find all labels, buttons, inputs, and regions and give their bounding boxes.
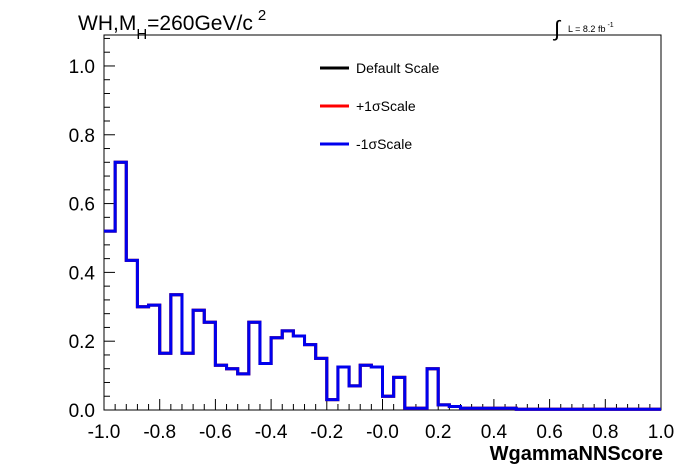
title-prefix: WH,M [78, 12, 136, 35]
legend: Default Scale +1σScale -1σScale [320, 60, 439, 152]
x-tick-label: -1.0 [88, 422, 121, 443]
lumi-text: L = 8.2 fb [568, 24, 605, 34]
legend-label: +1σScale [356, 98, 416, 114]
y-tick-label: 0.2 [69, 332, 95, 353]
title-superscript: 2 [258, 7, 266, 24]
legend-label: Default Scale [356, 60, 439, 76]
x-tick-label: 0.2 [425, 422, 451, 443]
title-subscript: H [136, 26, 147, 43]
chart-title: WH,MH=260GeV/c 2 [78, 7, 266, 43]
x-tick-label: 0.6 [536, 422, 562, 443]
x-axis: -1.0 -0.8 -0.6 -0.4 -0.2 -0.0 0.2 0.4 0.6 0.8 1.0 [88, 399, 674, 443]
y-tick-label: 0.0 [69, 401, 95, 422]
x-tick-label: -0.8 [143, 422, 176, 443]
y-tick-label: 0.4 [69, 263, 96, 284]
x-tick-label: 1.0 [648, 422, 674, 443]
y-tick-label: 1.0 [69, 57, 95, 78]
x-tick-label: -0.6 [199, 422, 232, 443]
y-tick-label: 0.8 [69, 126, 95, 147]
y-tick-label: 0.6 [69, 195, 95, 216]
series-line [104, 160, 661, 411]
x-tick-label: -0.4 [255, 422, 288, 443]
x-tick-label: -0.2 [310, 422, 343, 443]
legend-label: -1σScale [356, 136, 412, 152]
lumi-integral: ∫ [552, 16, 562, 41]
lumi-label: L = 8.2 fb -1 [568, 22, 614, 34]
x-tick-label: 0.4 [481, 422, 508, 443]
series-layer [104, 160, 661, 411]
y-axis: 0.0 0.2 0.4 0.6 0.8 1.0 [69, 37, 115, 422]
x-tick-label: 0.8 [592, 422, 618, 443]
title-value: =260GeV/c [147, 12, 253, 35]
x-axis-label: WgammaNNScore [490, 443, 663, 465]
lumi-superscript: -1 [607, 22, 613, 29]
x-tick-label: -0.0 [366, 422, 399, 443]
